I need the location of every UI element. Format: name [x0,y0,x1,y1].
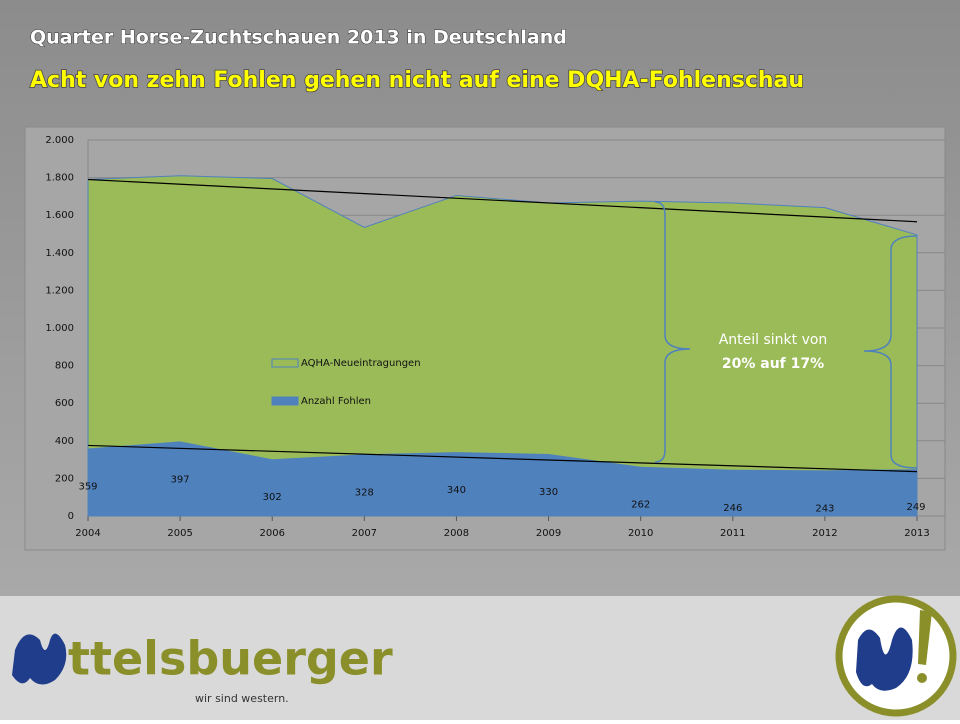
y-tick-label: 0 [68,511,74,522]
y-tick-label: 600 [55,398,74,409]
slide-subtitle: Acht von zehn Fohlen gehen nicht auf ein… [30,68,804,93]
y-tick-label: 1.600 [45,210,74,221]
badge-mark [917,673,927,683]
y-tick-label: 1.800 [45,173,74,184]
slide-title: Quarter Horse-Zuchtschauen 2013 in Deuts… [30,27,567,49]
data-label: 340 [447,485,466,496]
data-label: 330 [539,487,558,498]
legend-swatch [271,396,299,406]
data-label: 328 [355,487,374,498]
footer-background [0,596,960,720]
legend-label: AQHA-Neueintragungen [301,358,421,369]
y-tick-label: 1.200 [45,285,74,296]
x-tick-label: 2011 [720,528,745,539]
y-tick-label: 1.400 [45,248,74,259]
logo: ttelsbuerger wir sind western. [12,595,957,717]
annotation: 20% auf 17% [722,356,824,372]
braces [654,201,918,469]
x-tick-label: 2013 [904,528,929,539]
badge-mark [918,610,932,665]
data-label: 243 [815,503,834,514]
area [88,441,917,516]
brace [863,235,918,469]
x-tick-label: 2005 [167,528,192,539]
x-tick-label: 2009 [536,528,561,539]
plot: 0 200 400 600 800 1.000 1.200 1.400 1.600 1.800 2.… [45,135,946,539]
x-tick-label: 2007 [352,528,377,539]
data-label: 359 [78,482,97,493]
y-tick-label: 800 [55,361,74,372]
x-tick-label: 2010 [628,528,653,539]
x-tick-label: 2012 [812,528,837,539]
badge-mark [856,627,913,691]
data-label: 302 [263,492,282,503]
data-label: 262 [631,500,650,511]
y-tick-label: 1.000 [45,323,74,334]
legend-swatch [271,358,299,368]
x-tick-label: 2004 [75,528,100,539]
x-tick-label: 2006 [259,528,284,539]
trendline [87,444,918,473]
y-tick-label: 2.000 [45,135,74,146]
logo-mark [12,633,67,685]
logo-slogan: wir sind western. [195,692,289,705]
y-tick-label: 400 [55,436,74,447]
data-label: 397 [171,474,190,485]
data-label: 249 [906,502,925,513]
annotation: Anteil sinkt von [719,332,828,348]
x-tick-label: 2008 [444,528,469,539]
y-tick-label: 200 [55,473,74,484]
trendline [87,178,918,223]
brace [654,201,691,463]
logo-text: ttelsbuerger [68,632,393,686]
data-label: 246 [723,503,742,514]
legend-label: Anzahl Fohlen [301,396,371,407]
